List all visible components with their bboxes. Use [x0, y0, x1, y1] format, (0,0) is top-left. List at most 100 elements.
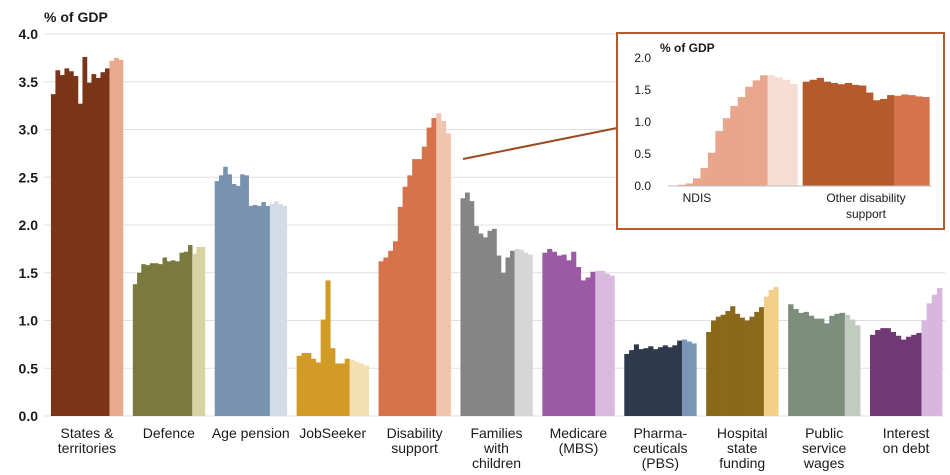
bar-jobseeker: [335, 363, 341, 416]
inset-bar-other_disability: [873, 100, 881, 186]
inset-unit-label: % of GDP: [660, 41, 715, 55]
inset-bar-ndis: [693, 178, 701, 186]
bar-states_territories: [50, 94, 56, 416]
category-label-hospital: funding: [719, 455, 765, 471]
inset-bar-other_disability: [844, 82, 853, 186]
bar-hospital: [720, 314, 726, 416]
bar-interest: [936, 288, 943, 416]
bar-states_territories: [104, 68, 110, 416]
bar-age_pension: [218, 175, 224, 416]
main-bars: [50, 56, 943, 417]
bar-medicare: [595, 270, 601, 416]
inset-y-tick-label: 1.5: [634, 83, 651, 97]
bar-age_pension: [240, 174, 245, 416]
inset-category-label-other_disability: support: [846, 207, 887, 221]
bar-jobseeker: [363, 365, 370, 416]
bar-disability_support: [388, 250, 394, 416]
bar-public_service: [793, 309, 799, 416]
bar-families_with_children: [482, 237, 488, 416]
inset-bar-other_disability: [908, 95, 916, 186]
inset-bar-other_disability: [837, 84, 846, 186]
bar-interest: [875, 330, 881, 416]
bar-medicare: [590, 271, 596, 416]
bar-pbs: [633, 344, 639, 417]
category-label-states_territories: States &: [60, 425, 114, 441]
bar-age_pension: [231, 183, 237, 416]
inset-bar-other_disability: [894, 95, 902, 186]
inset-bar-ndis: [775, 77, 783, 186]
bar-defence: [175, 261, 180, 416]
category-label-medicare: Medicare: [550, 425, 608, 441]
bar-jobseeker: [315, 362, 321, 416]
main-y-axis: 0.0 0.5 1.0 1.5 2.0 2.5 3.0 3.5 4.0: [19, 26, 39, 424]
bar-defence: [192, 253, 197, 416]
bar-defence: [166, 261, 172, 416]
bar-pbs: [667, 347, 673, 416]
inset-y-axis: 0.0 0.5 1.0 1.5 2.0: [634, 51, 932, 193]
inset-category-label-ndis: NDIS: [683, 191, 712, 205]
bar-states_territories: [55, 70, 61, 416]
bar-states_territories: [86, 82, 92, 416]
bar-disability_support: [402, 186, 408, 416]
bar-age_pension: [257, 205, 262, 416]
bar-states_territories: [82, 56, 88, 417]
bar-medicare: [571, 251, 577, 416]
bar-interest: [890, 331, 897, 416]
bar-pbs: [638, 349, 644, 416]
bar-interest: [900, 339, 907, 416]
inset-bar-ndis: [685, 183, 694, 186]
bar-jobseeker: [320, 319, 326, 416]
bar-defence: [154, 263, 159, 416]
bar-pbs: [629, 350, 635, 416]
bar-age_pension: [265, 205, 271, 416]
inset-bar-other_disability: [880, 98, 888, 186]
main-category-labels: States &territories Defence Age pension Job…: [58, 425, 930, 471]
bar-disability_support: [426, 127, 432, 416]
bar-disability_support: [431, 118, 437, 416]
bar-states_territories: [113, 57, 119, 417]
bar-age_pension: [214, 181, 220, 416]
inset-y-tick-label: 0.0: [634, 179, 651, 193]
y-tick-label: 0.0: [19, 408, 39, 424]
inset-bar-other_disability: [858, 85, 867, 186]
bar-interest: [926, 303, 933, 416]
inset-bar-other_disability: [915, 96, 923, 186]
bar-states_territories: [109, 60, 115, 417]
bar-age_pension: [223, 166, 228, 416]
bar-hospital: [706, 331, 712, 416]
bar-families_with_children: [523, 252, 529, 416]
bar-states_territories: [95, 77, 101, 417]
bar-pbs: [624, 353, 630, 416]
inset-bar-other_disability: [823, 81, 832, 186]
bar-interest: [880, 328, 886, 416]
bar-hospital: [773, 287, 779, 416]
bar-age_pension: [278, 203, 283, 416]
bar-states_territories: [77, 103, 83, 417]
inset-bar-ndis: [730, 106, 739, 186]
inset-bar-other_disability: [802, 81, 810, 186]
bar-disability_support: [421, 146, 427, 416]
bar-defence: [162, 257, 168, 416]
bar-families_with_children: [492, 228, 497, 416]
bar-jobseeker: [301, 352, 307, 416]
bar-medicare: [585, 277, 591, 416]
bar-defence: [145, 265, 151, 416]
bar-jobseeker: [344, 358, 350, 416]
bar-families_with_children: [514, 248, 520, 417]
bar-hospital: [768, 289, 774, 416]
bar-states_territories: [118, 59, 124, 416]
inset-bar-ndis: [715, 130, 724, 186]
bar-defence: [137, 272, 142, 416]
bar-defence: [183, 251, 189, 416]
category-label-pbs: ceuticals: [633, 440, 687, 456]
inset-y-tick-label: 1.0: [634, 115, 651, 129]
bar-public_service: [813, 318, 820, 416]
category-label-hospital: Hospital: [717, 425, 768, 441]
bar-families_with_children: [505, 257, 511, 416]
bar-disability_support: [383, 257, 389, 416]
bar-states_territories: [68, 71, 74, 416]
bar-age_pension: [248, 205, 254, 416]
inset-bar-ndis: [782, 79, 791, 186]
bar-jobseeker: [296, 355, 302, 416]
